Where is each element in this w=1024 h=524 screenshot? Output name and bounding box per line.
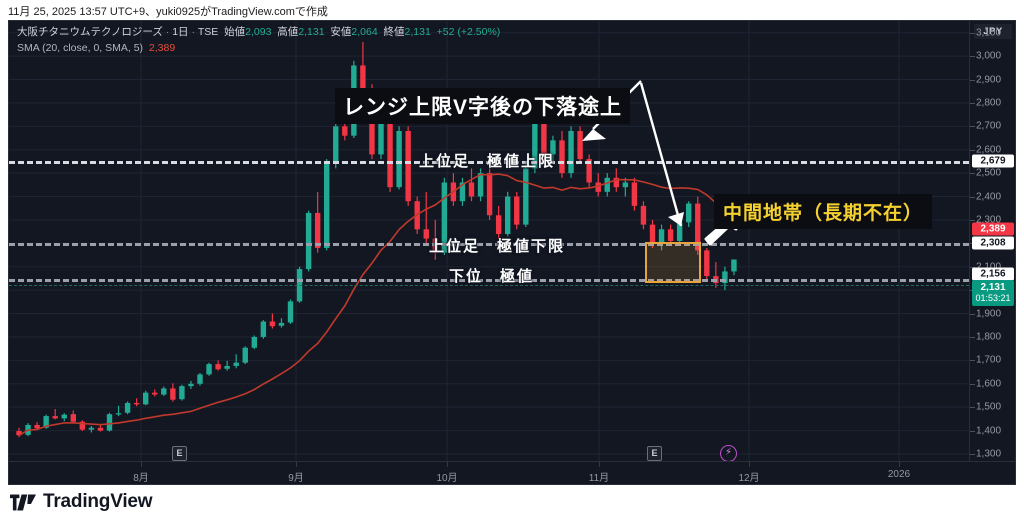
price-tick: 2,100 bbox=[976, 261, 1001, 272]
legend-exchange: TSE bbox=[197, 26, 219, 38]
legend-low-label: 安値 bbox=[330, 26, 352, 38]
price-tick-mark bbox=[970, 149, 975, 151]
currency-badge[interactable]: JPY bbox=[974, 24, 1012, 39]
annotation-lower-extreme: 上位足 極値下限 bbox=[429, 238, 566, 255]
time-tick-mark bbox=[141, 462, 142, 467]
legend-symbol[interactable]: 大阪チタニウムテクノロジーズ bbox=[17, 26, 163, 38]
legend-sep: · bbox=[191, 26, 195, 38]
time-tick: 12月 bbox=[738, 473, 760, 484]
legend-low-value: 2,064 bbox=[351, 26, 378, 38]
legend-close-label: 終値 bbox=[383, 26, 405, 38]
price-tick-mark bbox=[970, 266, 975, 268]
price-tick-mark bbox=[970, 360, 975, 362]
last-price-value: 2,131 bbox=[980, 282, 1006, 293]
price-tick: 1,900 bbox=[976, 308, 1002, 320]
chart-grid bbox=[9, 21, 969, 461]
chart-legend: 大阪チタニウムテクノロジーズ · 1日 · TSE 始値2,093 高値2,13… bbox=[17, 25, 500, 55]
price-tick-mark bbox=[970, 219, 975, 221]
price-label-upper-line: 2,679 bbox=[972, 154, 1014, 168]
price-tick-mark bbox=[970, 32, 975, 34]
price-tick-mark bbox=[970, 313, 975, 315]
price-tick: 1,300 bbox=[976, 448, 1002, 460]
legend-high-value: 2,131 bbox=[298, 26, 325, 38]
price-tick-mark bbox=[970, 336, 975, 338]
time-tick: 8月 bbox=[133, 473, 149, 484]
price-tick: 1,600 bbox=[976, 378, 1002, 390]
price-scale[interactable]: JPY 3,100 3,000 2,900 2,800 2,700 2,600 2,500 2… bbox=[969, 21, 1015, 461]
level-line-upper-extreme bbox=[9, 161, 969, 164]
price-tick-mark bbox=[970, 79, 975, 81]
legend-change: +52 (+2.50%) bbox=[436, 26, 501, 38]
price-tick: 2,400 bbox=[976, 191, 1002, 203]
time-tick: 2026 bbox=[887, 469, 911, 480]
price-tick: 2,600 bbox=[976, 144, 1002, 156]
price-tick-mark bbox=[970, 430, 975, 432]
time-tick-mark bbox=[899, 462, 900, 467]
price-tick: 1,700 bbox=[976, 354, 1002, 366]
annotation-low-extreme: 下位 極値 bbox=[449, 268, 535, 285]
price-tick: 3,100 bbox=[976, 27, 1002, 39]
price-tick: 3,000 bbox=[976, 50, 1002, 62]
earnings-marker-icon[interactable]: E bbox=[647, 446, 662, 461]
legend-open-value: 2,093 bbox=[245, 26, 272, 38]
earnings-marker-icon[interactable]: E bbox=[172, 446, 187, 461]
price-label-mid-line: 2,308 bbox=[972, 236, 1014, 250]
legend-sma-label[interactable]: SMA (20, close, 0, SMA, 5) bbox=[17, 42, 144, 54]
price-tick: 2,800 bbox=[976, 97, 1002, 109]
time-tick-mark bbox=[749, 462, 750, 467]
price-tick: 2,900 bbox=[976, 74, 1002, 85]
level-line-teal-guide bbox=[9, 285, 969, 286]
time-tick: 10月 bbox=[436, 473, 458, 484]
price-tick: 2,300 bbox=[976, 214, 1002, 226]
time-scale[interactable]: 8月 9月 10月 11月 12月 2026 bbox=[9, 461, 1015, 484]
tradingview-logo-icon bbox=[10, 494, 36, 510]
annotation-mid-zone: 中間地帯（長期不在） bbox=[714, 194, 933, 229]
price-tick: 2,700 bbox=[976, 120, 1002, 132]
legend-sep: · bbox=[165, 26, 170, 38]
time-tick-mark bbox=[447, 462, 448, 467]
chart-panel: レンジ上限V字後の下落途上 上位足 極値上限 上位足 極値下限 下位 極値 中間… bbox=[8, 20, 1016, 485]
time-tick-mark bbox=[296, 462, 297, 467]
legend-sma-value: 2,389 bbox=[148, 42, 176, 54]
time-tick: 11月 bbox=[588, 473, 610, 484]
annotation-upper-extreme: 上位足 極値上限 bbox=[419, 153, 556, 170]
chart-plot-area[interactable]: レンジ上限V字後の下落途上 上位足 極値上限 上位足 極値下限 下位 極値 中間… bbox=[9, 21, 969, 461]
price-tick: 1,800 bbox=[976, 331, 1002, 343]
price-tick-mark bbox=[970, 173, 975, 175]
caption-text: 11月 25, 2025 13:57 UTC+9、yuki0925がTradin… bbox=[8, 6, 328, 18]
price-tick-mark bbox=[970, 126, 975, 128]
price-tick-mark bbox=[970, 453, 975, 455]
price-tick-mark bbox=[970, 56, 975, 58]
time-tick: 9月 bbox=[288, 473, 304, 484]
price-tick-mark bbox=[970, 196, 975, 198]
level-line-low-extreme bbox=[9, 279, 969, 282]
price-tick-mark bbox=[970, 407, 975, 409]
legend-close-value: 2,131 bbox=[404, 26, 431, 38]
level-line-lower-extreme bbox=[9, 243, 969, 246]
price-label-last: 2,131 01:53:21 bbox=[972, 280, 1014, 306]
time-tick-mark bbox=[599, 462, 600, 467]
tradingview-brand-name: TradingView bbox=[43, 491, 153, 512]
price-label-sma: 2,389 bbox=[972, 222, 1014, 236]
legend-open-label: 始値 bbox=[224, 26, 246, 38]
legend-high-label: 高値 bbox=[277, 26, 299, 38]
price-tick-mark bbox=[970, 383, 975, 385]
annotation-headline: レンジ上限V字後の下落途上 bbox=[335, 88, 631, 124]
dividend-marker-icon[interactable]: ⚡ bbox=[720, 445, 737, 461]
price-tick-mark bbox=[970, 102, 975, 104]
price-tick: 1,500 bbox=[976, 401, 1002, 413]
tradingview-brand: TradingView bbox=[10, 491, 153, 513]
legend-interval[interactable]: 1日 bbox=[172, 26, 189, 38]
price-tick: 2,500 bbox=[976, 167, 1002, 179]
price-tick: 1,400 bbox=[976, 425, 1002, 437]
highlight-box bbox=[645, 242, 701, 283]
price-label-lower-line: 2,156 bbox=[972, 267, 1014, 281]
bar-countdown: 01:53:21 bbox=[975, 293, 1011, 303]
